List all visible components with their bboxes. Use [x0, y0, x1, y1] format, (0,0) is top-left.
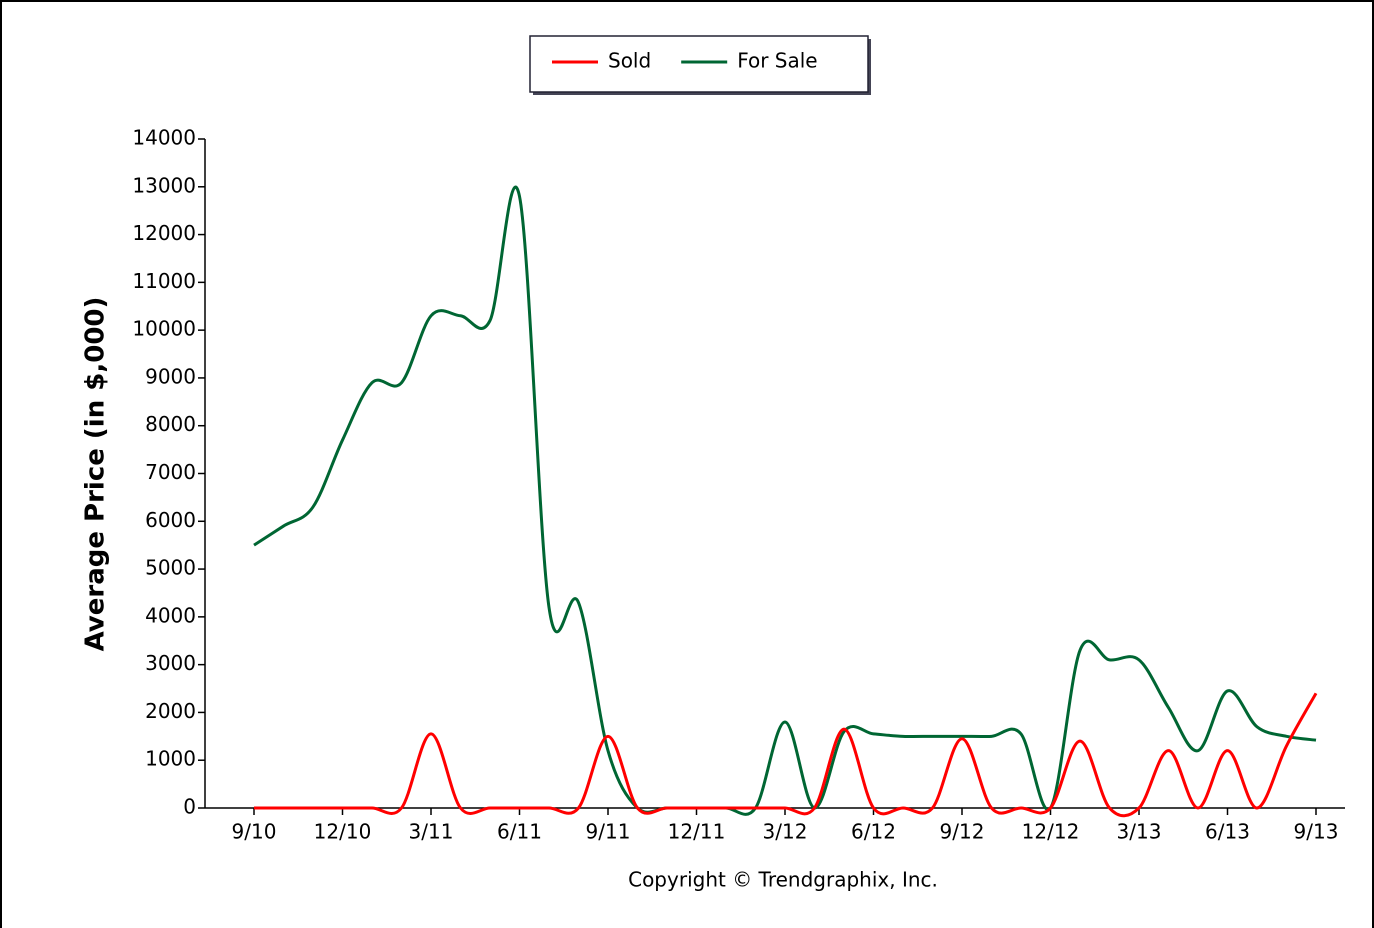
y-tick-label: 4000	[145, 603, 196, 627]
y-tick-label: 9000	[145, 364, 196, 388]
legend-label: For Sale	[737, 49, 817, 73]
x-tick-label: 12/12	[1022, 820, 1080, 844]
legend-label: Sold	[608, 49, 651, 73]
y-tick-label: 7000	[145, 460, 196, 484]
legend-box	[529, 35, 869, 93]
y-tick-label: 13000	[132, 173, 196, 197]
x-tick-label: 6/11	[497, 820, 542, 844]
y-tick-label: 2000	[145, 699, 196, 723]
y-tick-label: 0	[183, 795, 196, 819]
x-tick-label: 3/11	[409, 820, 454, 844]
y-tick-label: 5000	[145, 556, 196, 580]
y-tick-label: 12000	[132, 221, 196, 245]
x-tick-label: 3/12	[763, 820, 808, 844]
y-axis-title: Average Price (in $,000)	[81, 297, 111, 652]
x-tick-label: 12/10	[314, 820, 372, 844]
x-tick-label: 6/12	[851, 820, 896, 844]
y-tick-label: 14000	[132, 126, 196, 150]
x-tick-label: 3/13	[1117, 820, 1162, 844]
x-tick-label: 9/12	[940, 820, 985, 844]
y-tick-label: 8000	[145, 412, 196, 436]
legend: Sold For Sale	[529, 35, 871, 95]
x-tick-label: 9/10	[232, 820, 277, 844]
y-tick-label: 10000	[132, 317, 196, 341]
y-tick-label: 3000	[145, 651, 196, 675]
x-tick-label: 6/13	[1205, 820, 1250, 844]
x-tick-label: 9/11	[586, 820, 631, 844]
y-tick-label: 11000	[132, 269, 196, 293]
y-tick-label: 6000	[145, 508, 196, 532]
x-tick-label: 12/11	[668, 820, 726, 844]
y-tick-label: 1000	[145, 747, 196, 771]
x-tick-label: 9/13	[1294, 820, 1339, 844]
series-line	[253, 692, 1318, 818]
footer: Copyright © Trendgraphix, Inc.	[628, 868, 938, 892]
